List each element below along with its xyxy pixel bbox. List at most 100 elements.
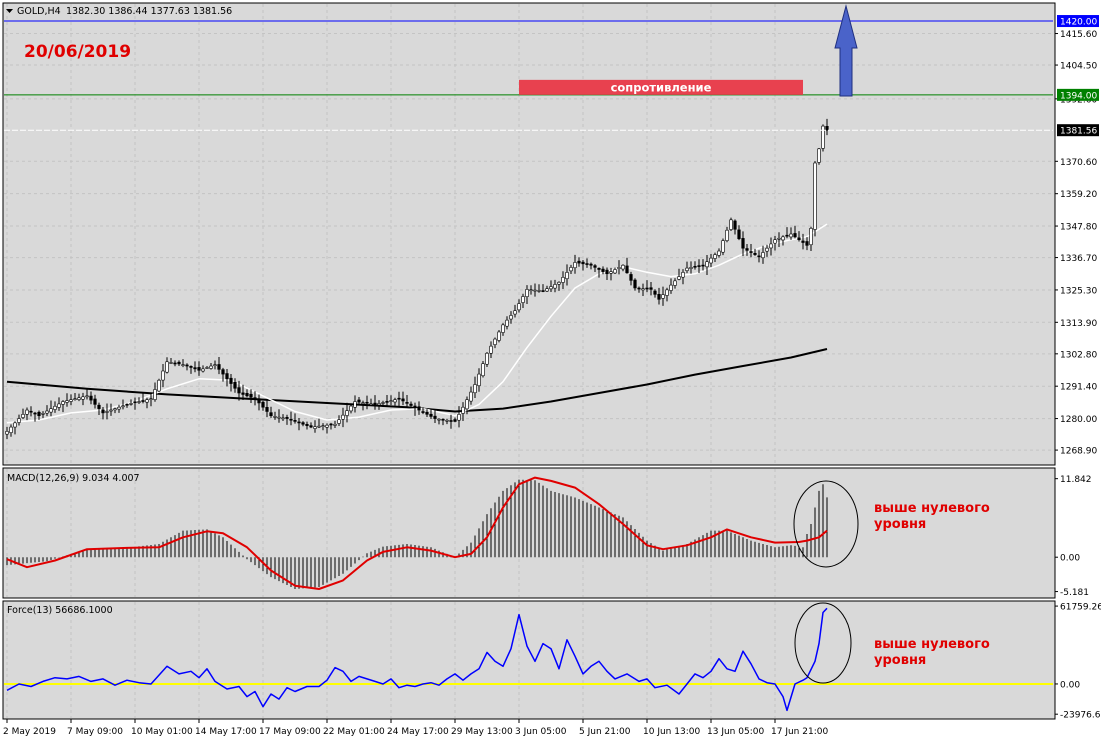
chart-annotations: [793, 4, 859, 684]
candle-body: [461, 406, 465, 414]
candle-body: [813, 162, 817, 230]
candle-body: [401, 398, 405, 402]
candle-body: [457, 414, 461, 421]
candle-body: [669, 284, 673, 291]
time-tick-label: 2 May 2019: [3, 727, 56, 737]
force-tick-label: -23976.634: [1060, 711, 1101, 721]
candle-body: [765, 247, 769, 252]
force-note: выше нулевого уровня: [874, 637, 990, 668]
candle-body: [181, 364, 185, 366]
time-tick-label: 10 Jun 13:00: [643, 727, 700, 737]
candle-body: [17, 418, 21, 423]
candle-body: [205, 367, 209, 369]
candle-body: [241, 392, 245, 395]
price-tick-label: 1291.40: [1060, 383, 1097, 393]
candle-body: [653, 290, 657, 295]
candle-body: [57, 403, 61, 408]
candle-body: [61, 401, 65, 405]
candle-body: [561, 277, 565, 283]
main-price-pane[interactable]: сопротивление: [4, 20, 1053, 440]
pane-frame: [2, 467, 1056, 599]
candle-body: [97, 404, 101, 409]
candle-body: [101, 409, 105, 414]
candle-body: [233, 381, 237, 389]
candle-body: [249, 393, 253, 398]
candle-body: [373, 402, 377, 405]
candle-body: [569, 267, 573, 272]
candle-body: [189, 366, 193, 368]
candle-body: [497, 331, 501, 341]
force-pane[interactable]: [4, 607, 1053, 712]
candle-body: [821, 125, 825, 149]
candle-body: [381, 402, 385, 404]
macd-histogram: [6, 479, 828, 590]
candle-body: [633, 279, 637, 289]
candle-body: [341, 414, 345, 420]
candle-body: [617, 267, 621, 269]
candle-body: [9, 426, 13, 433]
candle-body: [805, 241, 809, 246]
pane-frame: [2, 600, 1056, 720]
candlesticks: [5, 118, 829, 440]
current-price-label-box: [1057, 124, 1099, 137]
candle-body: [597, 267, 601, 270]
candle-body: [161, 370, 165, 381]
candle-body: [609, 271, 613, 274]
candle-body: [121, 405, 125, 408]
candle-body: [645, 287, 649, 290]
date-annotation: 20/06/2019: [24, 42, 131, 62]
price-tick-label: 1280.00: [1060, 415, 1097, 425]
candle-body: [421, 411, 425, 413]
candle-body: [613, 269, 617, 274]
candle-body: [193, 367, 197, 370]
candle-body: [21, 414, 25, 418]
resistance-box-label: сопротивление: [611, 80, 712, 94]
candle-body: [673, 280, 677, 286]
candle-body: [265, 407, 269, 412]
candle-body: [717, 250, 721, 256]
force-index-line: [6, 607, 828, 712]
candle-body: [377, 403, 381, 406]
candle-body: [757, 255, 761, 258]
force-polyline: [6, 607, 828, 712]
candle-body: [733, 220, 737, 230]
candle-body: [705, 261, 709, 268]
candle-body: [105, 411, 109, 413]
slow-moving-average: [6, 348, 828, 413]
macd-pane[interactable]: [6, 476, 828, 590]
candle-body: [441, 418, 445, 421]
candle-body: [281, 417, 285, 420]
force-highlight-ellipse: [794, 602, 852, 684]
candle-body: [553, 284, 557, 289]
candle-body: [445, 419, 449, 422]
resistance-box: [519, 79, 803, 95]
collapse-triangle-icon[interactable]: [6, 9, 13, 13]
force-pane-background: [3, 601, 1055, 719]
macd-signal-line: [6, 476, 828, 590]
time-axis: 2 May 2019 7 May 09:00 10 May 01:00 14 May …: [3, 719, 828, 737]
candle-body: [185, 364, 189, 367]
candle-body: [397, 397, 401, 400]
candle-body: [173, 362, 177, 365]
time-tick-label: 13 Jun 05:00: [707, 727, 764, 737]
candle-body: [197, 367, 201, 371]
candle-body: [713, 254, 717, 259]
candle-body: [369, 403, 373, 406]
candle-body: [761, 252, 765, 259]
macd-signal-polyline: [6, 476, 828, 590]
force-tick-label: 0.00: [1060, 680, 1080, 690]
candle-body: [513, 310, 517, 315]
candle-body: [69, 399, 73, 402]
price-axis: 1268.90 1280.00 1291.40 1302.80 1313.90 1325.…: [1055, 15, 1101, 721]
candle-body: [749, 251, 753, 253]
candle-body: [389, 400, 393, 402]
candle-body: [433, 415, 437, 419]
candle-body: [501, 324, 505, 333]
candle-body: [629, 274, 633, 281]
candle-body: [505, 319, 509, 327]
candle-body: [169, 362, 173, 364]
up-arrow-icon: [834, 4, 858, 97]
price-tick-label: 1336.70: [1060, 254, 1097, 264]
